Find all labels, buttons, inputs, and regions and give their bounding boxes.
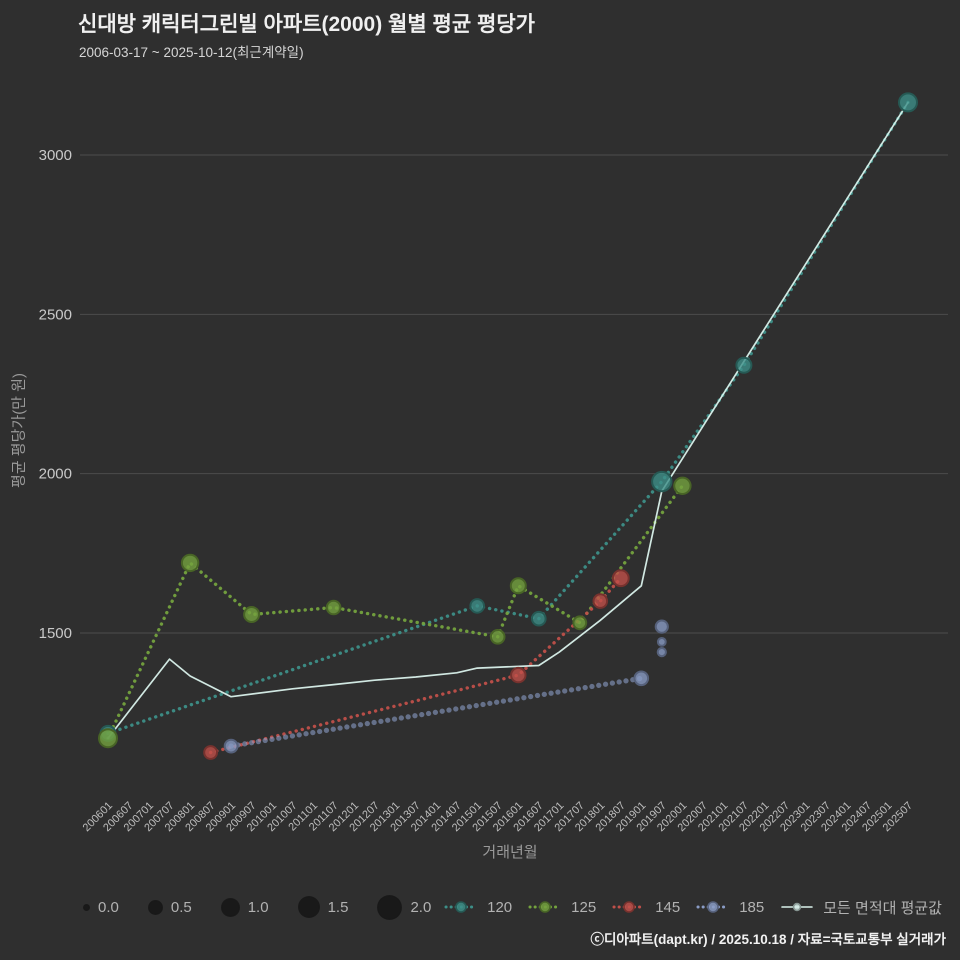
size-legend-item-1.5[interactable]: 1.5: [298, 897, 349, 917]
size-legend-dot: [84, 904, 89, 910]
size-legend-label: 1.0: [247, 898, 269, 916]
data-point: [592, 593, 609, 609]
size-legend-label: 0.0: [98, 898, 119, 916]
size-legend-label: 0.5: [170, 898, 192, 916]
series-legend-item-120[interactable]: 120: [444, 899, 512, 916]
data-point: [611, 569, 630, 588]
chart-subtitle: 2006-03-17 ~ 2025-10-12(최근계약일): [79, 45, 304, 60]
data-point: [203, 745, 219, 760]
size-legend-dot: [221, 898, 239, 916]
size-legend-label: 1.5: [327, 898, 349, 916]
y-tick-label: 2500: [39, 306, 72, 323]
data-point: [572, 615, 588, 631]
series-line-125: [106, 484, 685, 740]
data-point: [510, 666, 527, 684]
series-line-모든 면적대 평균값: [107, 101, 909, 740]
size-legend-dot: [298, 897, 319, 917]
y-tick-label: 2000: [39, 466, 72, 483]
data-point: [651, 470, 673, 493]
series-legend-label: 모든 면적대 평균값: [823, 899, 942, 917]
series-legend-label: 125: [571, 898, 597, 916]
data-point: [735, 356, 753, 374]
series-line-145: [208, 576, 623, 755]
series-legend-item-125[interactable]: 125: [528, 899, 596, 916]
data-point: [223, 738, 239, 754]
data-point: [325, 599, 342, 616]
data-point: [633, 670, 650, 687]
size-legend: 0.0 0.5 1.0 1.5 2.0: [84, 895, 432, 919]
size-legend-item-0.5[interactable]: 0.5: [148, 898, 192, 916]
data-point: [898, 92, 918, 113]
series-line-120: [106, 100, 910, 736]
data-point: [98, 728, 118, 749]
footer-credit: ⓒ디아파트(dapt.kr) / 2025.10.18 / 자료=국토교통부 실…: [590, 932, 946, 947]
series-legend: 120 125 145 185 모든 면적대 평균값: [444, 897, 942, 918]
series-legend-item-185[interactable]: 185: [696, 899, 764, 916]
series-legend-label: 185: [739, 898, 765, 916]
size-legend-dot: [148, 900, 162, 914]
data-point: [489, 629, 506, 645]
size-legend-item-1.0[interactable]: 1.0: [221, 898, 269, 916]
series-marker-icon: [528, 901, 562, 913]
data-point: [531, 610, 547, 627]
series-marker-icon: [612, 901, 646, 913]
series-legend-label: 120: [487, 898, 513, 916]
size-legend-item-0.0[interactable]: 0.0: [84, 899, 119, 916]
chart-title: 신대방 캐릭터그린빌 아파트(2000) 월별 평균 평당가: [78, 13, 535, 36]
data-point: [673, 476, 692, 495]
data-point: [509, 577, 527, 595]
series-legend-label: 145: [655, 898, 681, 916]
data-point: [180, 553, 200, 573]
size-legend-item-2.0[interactable]: 2.0: [378, 895, 432, 919]
data-point: [656, 647, 667, 658]
series-line-185: [228, 675, 644, 749]
y-axis-title: 평균 평당가(만 원): [10, 373, 28, 488]
data-point: [243, 606, 261, 623]
x-axis-title: 거래년월: [482, 844, 538, 861]
size-legend-label: 2.0: [410, 898, 432, 916]
size-legend-dot: [378, 895, 402, 919]
series-legend-item-145[interactable]: 145: [612, 899, 680, 916]
series-marker-icon: [444, 901, 478, 913]
series-marker-icon: [696, 901, 730, 913]
data-point: [469, 598, 486, 614]
chart-legend: 0.0 0.5 1.0 1.5 2.0 120 125 145 185 모든 면적대 평균값: [84, 888, 942, 926]
series-marker-icon: [781, 902, 814, 912]
series-legend-item-모든 면적대 평균값[interactable]: 모든 면적대 평균값: [780, 897, 942, 918]
y-tick-label: 3000: [39, 147, 72, 164]
data-point: [654, 619, 669, 634]
y-tick-label: 1500: [39, 625, 72, 642]
data-point: [656, 637, 667, 647]
